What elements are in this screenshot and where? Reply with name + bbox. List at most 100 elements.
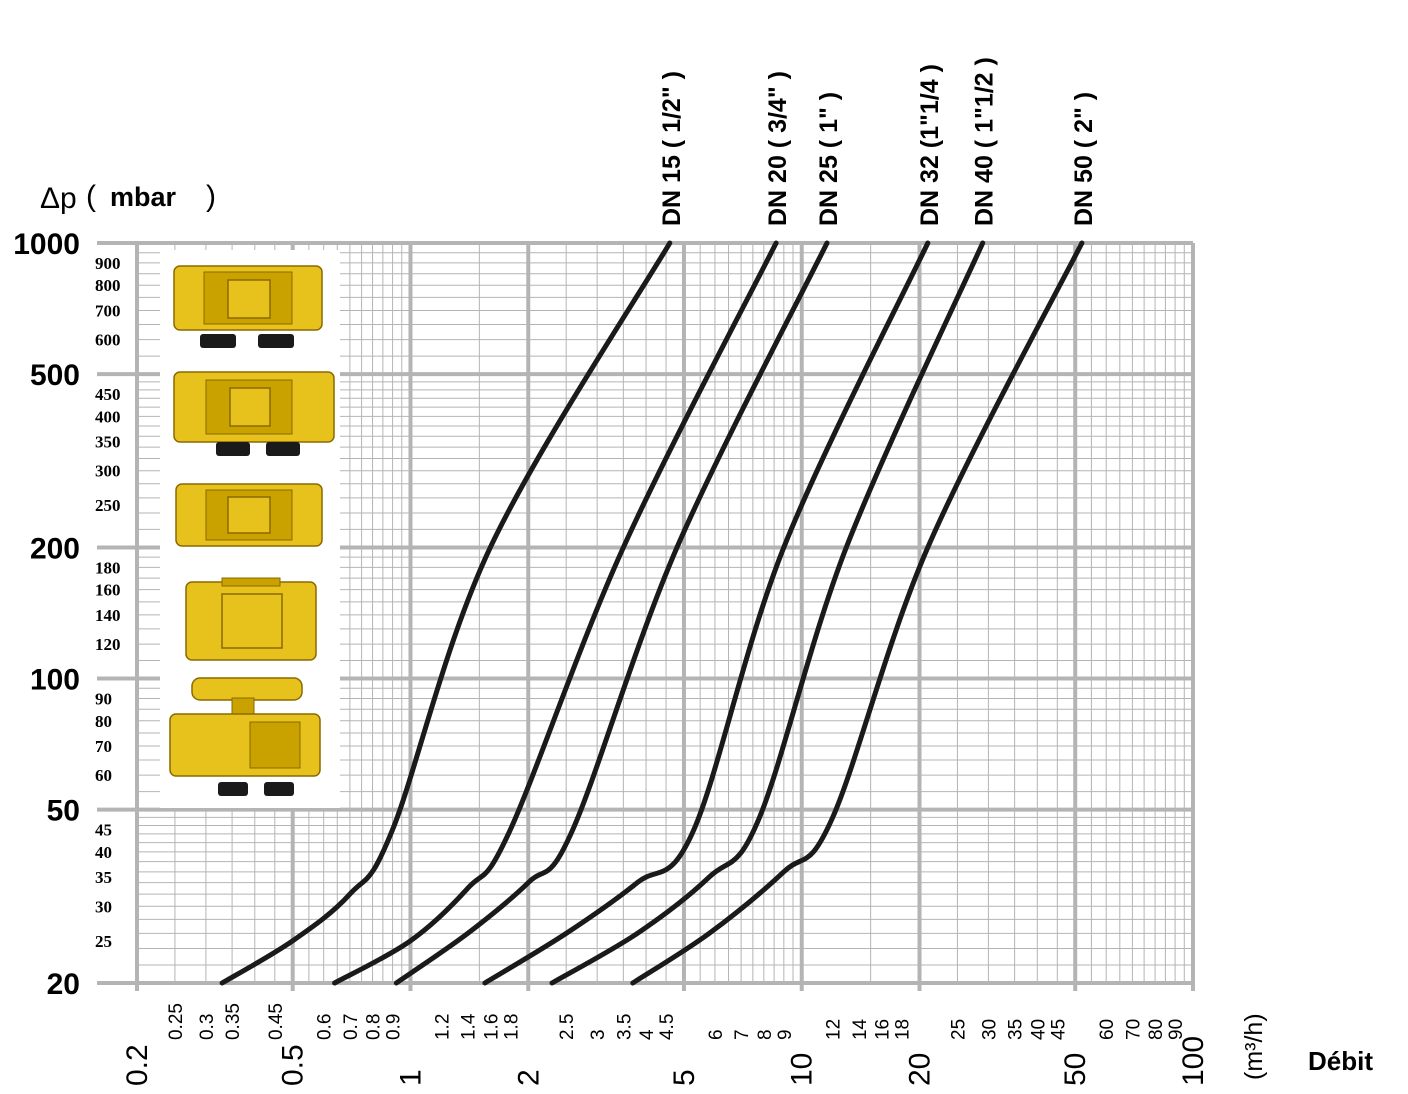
y-tick-minor: 30 bbox=[95, 897, 112, 916]
y-axis-symbol: Δp bbox=[40, 182, 77, 215]
x-axis-unit: (m³/h) bbox=[1240, 1013, 1268, 1080]
y-tick-minor: 120 bbox=[95, 635, 121, 654]
x-tick-minor: 45 bbox=[1048, 1019, 1069, 1040]
x-tick-minor: 3.5 bbox=[614, 1014, 635, 1040]
valve-image-4 bbox=[185, 577, 317, 661]
y-tick-minor: 60 bbox=[95, 766, 112, 785]
y-tick-minor: 140 bbox=[95, 606, 121, 625]
y-axis-unit: mbar bbox=[110, 182, 177, 212]
y-tick-minor: 600 bbox=[95, 331, 121, 350]
x-tick-minor: 80 bbox=[1146, 1019, 1167, 1040]
y-tick-minor: 900 bbox=[95, 254, 121, 273]
x-tick-minor: 8 bbox=[755, 1029, 776, 1040]
valve-image-1 bbox=[173, 265, 323, 348]
x-tick-minor: 35 bbox=[1006, 1019, 1027, 1040]
y-tick-minor: 80 bbox=[95, 712, 112, 731]
x-axis-title: Débit bbox=[1308, 1046, 1373, 1076]
x-tick-minor: 0.25 bbox=[166, 1003, 187, 1040]
x-tick-minor: 0.45 bbox=[266, 1003, 287, 1040]
x-tick-minor: 12 bbox=[824, 1019, 845, 1040]
x-tick-minor: 9 bbox=[775, 1029, 796, 1040]
y-tick-major: 200 bbox=[30, 532, 80, 565]
x-tick-minor: 0.9 bbox=[384, 1014, 405, 1040]
y-tick-minor: 450 bbox=[95, 385, 121, 404]
y-tick-minor: 250 bbox=[95, 496, 121, 515]
x-tick-minor: 1.4 bbox=[459, 1013, 480, 1040]
y-tick-minor: 160 bbox=[95, 581, 121, 600]
x-tick-minor: 0.3 bbox=[197, 1014, 218, 1040]
x-tick-minor: 1.8 bbox=[501, 1014, 522, 1040]
y-tick-minor: 40 bbox=[95, 843, 112, 862]
y-tick-minor: 400 bbox=[95, 407, 121, 426]
x-tick-minor: 16 bbox=[873, 1019, 894, 1040]
x-tick-minor: 4 bbox=[637, 1029, 658, 1040]
series-label-1: DN 15 ( 1/2" ) bbox=[658, 71, 686, 226]
x-tick-major: 0.2 bbox=[121, 1044, 154, 1086]
series-label-2: DN 20 ( 3/4" ) bbox=[764, 71, 792, 226]
x-tick-minor: 30 bbox=[979, 1019, 1000, 1040]
x-tick-minor: 60 bbox=[1097, 1019, 1118, 1040]
series-labels: DN 15 ( 1/2" ) DN 20 ( 3/4" ) DN 25 ( 1" )… bbox=[658, 57, 1098, 226]
y-tick-minor: 300 bbox=[95, 462, 121, 481]
valve-image-3 bbox=[175, 483, 323, 547]
y-axis-title: Δp ( mbar ) bbox=[40, 180, 216, 215]
x-tick-minor: 14 bbox=[850, 1018, 871, 1040]
y-tick-minor: 25 bbox=[95, 932, 112, 951]
y-tick-minor: 700 bbox=[95, 301, 121, 320]
series-line-4 bbox=[482, 240, 931, 986]
x-tick-major: 5 bbox=[668, 1069, 701, 1086]
series-label-3: DN 25 ( 1" ) bbox=[815, 92, 843, 226]
series-curves bbox=[219, 240, 1085, 986]
x-tick-minor: 70 bbox=[1123, 1019, 1144, 1040]
x-tick-minor: 0.35 bbox=[223, 1003, 244, 1040]
series-label-4: DN 32 (1"1/4 ) bbox=[916, 64, 944, 226]
series-line-3 bbox=[393, 240, 830, 986]
valve-image-2 bbox=[173, 371, 335, 456]
y-axis-paren-open: ( bbox=[86, 180, 96, 213]
y-tick-major: 1000 bbox=[13, 228, 80, 261]
x-tick-minor: 6 bbox=[706, 1029, 727, 1040]
valve-illustrations bbox=[160, 250, 340, 808]
x-tick-minor: 1.6 bbox=[481, 1014, 502, 1040]
series-line-2 bbox=[332, 240, 779, 986]
x-tick-minor: 4.5 bbox=[657, 1014, 678, 1040]
x-tick-major: 2 bbox=[512, 1069, 545, 1086]
x-tick-major: 0.5 bbox=[277, 1044, 310, 1086]
y-axis-paren-close: ) bbox=[206, 180, 216, 213]
x-tick-major: 100 bbox=[1177, 1036, 1210, 1086]
y-tick-minor: 70 bbox=[95, 737, 112, 756]
tick-labels: 1000500200100502090080070060045040035030… bbox=[13, 228, 1210, 1086]
series-line-5 bbox=[549, 240, 986, 986]
x-tick-minor: 25 bbox=[948, 1019, 969, 1040]
valve-image-5 bbox=[169, 677, 321, 796]
x-tick-minor: 7 bbox=[732, 1029, 753, 1040]
y-tick-minor: 35 bbox=[95, 868, 112, 887]
x-tick-minor: 0.7 bbox=[341, 1014, 362, 1040]
x-tick-minor: 1.2 bbox=[432, 1014, 453, 1040]
x-tick-minor: 3 bbox=[588, 1029, 609, 1040]
x-tick-major: 1 bbox=[394, 1069, 427, 1086]
y-tick-major: 20 bbox=[47, 968, 80, 1001]
x-tick-major: 10 bbox=[786, 1053, 819, 1086]
y-tick-minor: 800 bbox=[95, 276, 121, 295]
y-tick-minor: 90 bbox=[95, 689, 112, 708]
y-tick-major: 50 bbox=[47, 795, 80, 828]
x-tick-minor: 40 bbox=[1028, 1019, 1049, 1040]
y-tick-major: 100 bbox=[30, 664, 80, 697]
y-tick-minor: 45 bbox=[95, 821, 112, 840]
series-line-1 bbox=[219, 240, 673, 986]
x-tick-minor: 0.8 bbox=[364, 1014, 385, 1040]
x-tick-minor: 0.6 bbox=[315, 1014, 336, 1040]
x-tick-major: 20 bbox=[904, 1053, 937, 1086]
y-tick-major: 500 bbox=[30, 359, 80, 392]
x-tick-minor: 18 bbox=[893, 1019, 914, 1040]
x-tick-major: 50 bbox=[1059, 1053, 1092, 1086]
x-tick-minor: 2.5 bbox=[557, 1014, 578, 1040]
y-tick-minor: 180 bbox=[95, 558, 121, 577]
series-label-6: DN 50 ( 2" ) bbox=[1070, 92, 1098, 226]
series-label-5: DN 40 ( 1"1/2 ) bbox=[971, 57, 999, 226]
y-tick-minor: 350 bbox=[95, 433, 121, 452]
x-tick-minor: 90 bbox=[1166, 1019, 1187, 1040]
series-line-6 bbox=[630, 240, 1085, 986]
